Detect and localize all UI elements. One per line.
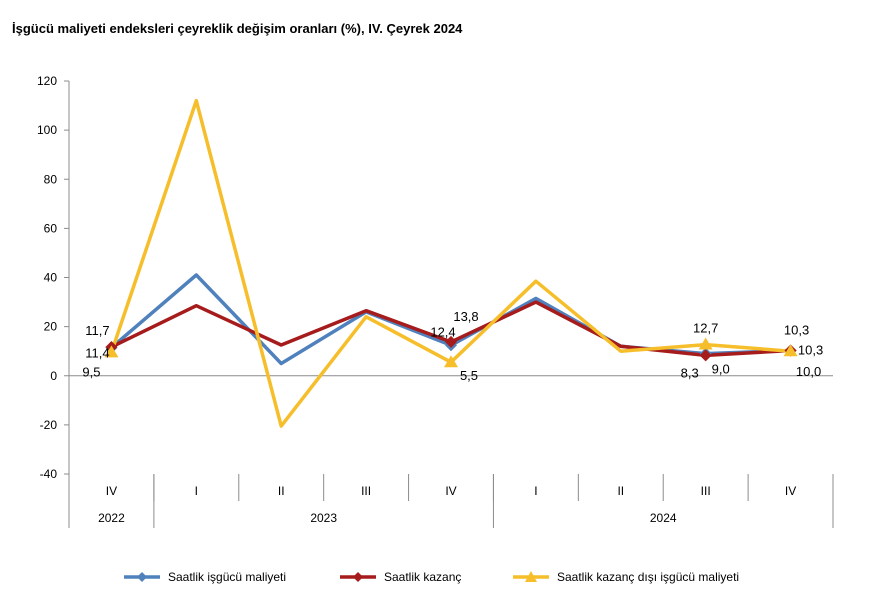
- y-tick-label: 0: [50, 369, 57, 383]
- legend-item: Saatlik kazanç: [338, 568, 461, 586]
- legend-swatch: [340, 572, 376, 582]
- data-point-marker: [699, 349, 712, 362]
- data-label: 13,8: [453, 309, 478, 324]
- data-point-marker: [445, 335, 457, 348]
- y-tick-label: 60: [44, 221, 58, 235]
- legend-swatch: [513, 571, 549, 582]
- legend-label: Saatlik kazanç dışı işgücü maliyeti: [557, 570, 740, 584]
- x-tick-label: IV: [445, 484, 456, 498]
- y-tick-label: 100: [37, 123, 57, 137]
- year-label: 2024: [650, 511, 677, 525]
- chart-title: İşgücü maliyeti endeksleri çeyreklik değ…: [12, 21, 463, 36]
- y-tick-label: 40: [44, 271, 58, 285]
- y-tick-label: 120: [37, 74, 57, 88]
- data-point-marker: [104, 345, 119, 358]
- data-label: 12,4: [430, 324, 455, 339]
- data-point-marker: [444, 355, 458, 368]
- x-tick-label: IV: [106, 484, 117, 498]
- y-tick-label: 20: [44, 320, 58, 334]
- legend-swatch: [124, 572, 160, 582]
- x-tick-label: III: [361, 484, 371, 498]
- chart-legend: Saatlik işgücü maliyeti Saatlik kazanç Saa…: [0, 568, 871, 588]
- data-label: 11,4: [85, 346, 109, 361]
- data-label: 9,5: [82, 364, 100, 379]
- data-label: 8,3: [681, 365, 699, 380]
- x-tick-label: I: [534, 484, 537, 498]
- legend-item: Saatlik kazanç dışı işgücü maliyeti: [511, 568, 739, 586]
- y-tick-label: -40: [40, 467, 58, 481]
- data-label: 9,0: [712, 362, 730, 377]
- legend-label: Saatlik işgücü maliyeti: [168, 570, 287, 584]
- x-tick-label: IV: [785, 484, 796, 498]
- year-label: 2022: [98, 511, 125, 525]
- y-tick-label: -20: [40, 418, 58, 432]
- year-label: 2023: [310, 511, 337, 525]
- data-label: 10,3: [798, 342, 823, 357]
- data-point-marker: [783, 344, 798, 357]
- x-tick-label: III: [701, 484, 711, 498]
- data-label: 11,7: [85, 323, 109, 338]
- x-tick-label: II: [617, 484, 624, 498]
- x-tick-label: II: [278, 484, 285, 498]
- data-label: 12,7: [693, 321, 718, 336]
- y-tick-label: 80: [44, 172, 58, 186]
- data-point-marker: [698, 337, 713, 350]
- data-label: 10,3: [784, 322, 809, 337]
- x-tick-label: I: [195, 484, 198, 498]
- legend-label: Saatlik kazanç: [384, 570, 462, 584]
- legend-item: Saatlik işgücü maliyeti: [122, 568, 286, 586]
- data-label: 5,5: [460, 368, 478, 383]
- data-label: 10,0: [796, 364, 821, 379]
